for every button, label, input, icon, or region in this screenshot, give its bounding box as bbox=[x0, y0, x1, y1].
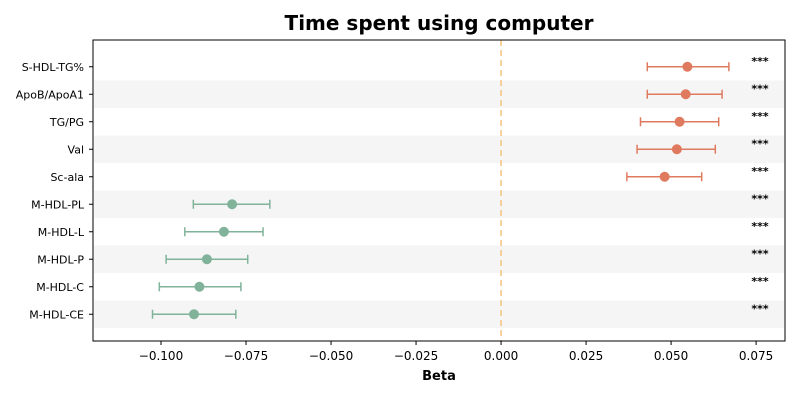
category-labels: S-HDL-TG% ApoB/ApoA1 TG/PG Val Sc-ala M-HDL-P… bbox=[16, 61, 93, 321]
estimate-row bbox=[184, 226, 264, 237]
category-label: TG/PG bbox=[49, 116, 84, 129]
x-axis: −0.100 −0.075 −0.050 −0.025 0.000 0.025 0.050 0… bbox=[139, 341, 773, 363]
estimate-point bbox=[674, 116, 685, 127]
significance-label: *** bbox=[751, 82, 769, 95]
estimate-point bbox=[227, 199, 238, 210]
significance-label: *** bbox=[751, 302, 769, 315]
estimate-row bbox=[192, 199, 271, 210]
plot-frame bbox=[92, 39, 786, 342]
estimate-row bbox=[636, 144, 717, 155]
estimate-point bbox=[671, 144, 682, 155]
significance-label: *** bbox=[751, 55, 769, 68]
x-tick-label: −0.025 bbox=[394, 349, 438, 363]
significance-label: *** bbox=[751, 220, 769, 233]
x-tick-label: 0.025 bbox=[569, 349, 603, 363]
category-label: M-HDL-L bbox=[38, 226, 85, 239]
estimate-point bbox=[680, 89, 691, 100]
x-tick-label: 0.075 bbox=[739, 349, 773, 363]
significance-label: *** bbox=[751, 275, 769, 288]
estimate-row bbox=[165, 254, 249, 265]
significance-labels: *** *** *** *** *** *** *** *** *** *** bbox=[751, 55, 769, 316]
x-tick-label: −0.100 bbox=[139, 349, 183, 363]
category-label: M-HDL-C bbox=[36, 281, 84, 294]
x-tick-label: 0.050 bbox=[654, 349, 688, 363]
estimate-row bbox=[646, 61, 730, 72]
estimate-row bbox=[158, 281, 242, 292]
significance-label: *** bbox=[751, 247, 769, 260]
category-label: M-HDL-CE bbox=[29, 308, 84, 321]
significance-label: *** bbox=[751, 110, 769, 123]
chart-title: Time spent using computer bbox=[285, 11, 594, 35]
estimate-point bbox=[188, 309, 199, 320]
estimate-point bbox=[218, 226, 229, 237]
estimate-point bbox=[659, 171, 670, 182]
significance-label: *** bbox=[751, 137, 769, 150]
estimate-row bbox=[626, 171, 703, 182]
category-label: M-HDL-PL bbox=[31, 198, 85, 211]
significance-label: *** bbox=[751, 192, 769, 205]
estimate-point bbox=[682, 61, 693, 72]
x-axis-label: Beta bbox=[422, 369, 456, 384]
data-series bbox=[151, 61, 730, 320]
category-label: ApoB/ApoA1 bbox=[16, 88, 84, 101]
x-tick-label: −0.050 bbox=[309, 349, 353, 363]
estimate-point bbox=[201, 254, 212, 265]
category-label: Val bbox=[68, 143, 84, 156]
x-tick-label: −0.075 bbox=[224, 349, 268, 363]
x-tick-label: 0.000 bbox=[484, 349, 518, 363]
estimate-point bbox=[194, 281, 205, 292]
estimate-row bbox=[151, 309, 237, 320]
estimate-row bbox=[639, 116, 720, 127]
category-label: M-HDL-P bbox=[37, 253, 84, 266]
category-label: Sc-ala bbox=[50, 171, 84, 184]
significance-label: *** bbox=[751, 165, 769, 178]
category-label: S-HDL-TG% bbox=[22, 61, 84, 74]
estimate-row bbox=[646, 89, 723, 100]
